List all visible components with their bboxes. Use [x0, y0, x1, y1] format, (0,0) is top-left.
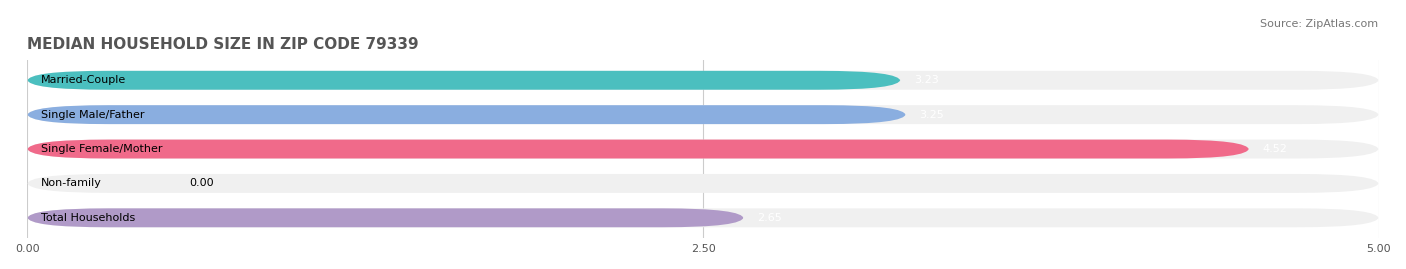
FancyBboxPatch shape [27, 208, 1379, 227]
Text: Single Female/Mother: Single Female/Mother [41, 144, 162, 154]
Text: 3.25: 3.25 [920, 110, 943, 120]
Text: Single Male/Father: Single Male/Father [41, 110, 145, 120]
Text: Source: ZipAtlas.com: Source: ZipAtlas.com [1260, 19, 1378, 29]
FancyBboxPatch shape [27, 71, 1379, 90]
Text: 0.00: 0.00 [190, 178, 214, 188]
Text: Total Households: Total Households [41, 213, 135, 223]
Text: Non-family: Non-family [41, 178, 101, 188]
FancyBboxPatch shape [27, 140, 1249, 158]
Text: 2.65: 2.65 [756, 213, 782, 223]
Text: 3.23: 3.23 [914, 75, 939, 85]
Text: Married-Couple: Married-Couple [41, 75, 127, 85]
FancyBboxPatch shape [27, 140, 1379, 158]
Text: 4.52: 4.52 [1263, 144, 1288, 154]
FancyBboxPatch shape [27, 208, 744, 227]
FancyBboxPatch shape [27, 71, 900, 90]
FancyBboxPatch shape [27, 174, 1379, 193]
Text: MEDIAN HOUSEHOLD SIZE IN ZIP CODE 79339: MEDIAN HOUSEHOLD SIZE IN ZIP CODE 79339 [27, 37, 419, 52]
FancyBboxPatch shape [27, 105, 905, 124]
FancyBboxPatch shape [27, 105, 1379, 124]
